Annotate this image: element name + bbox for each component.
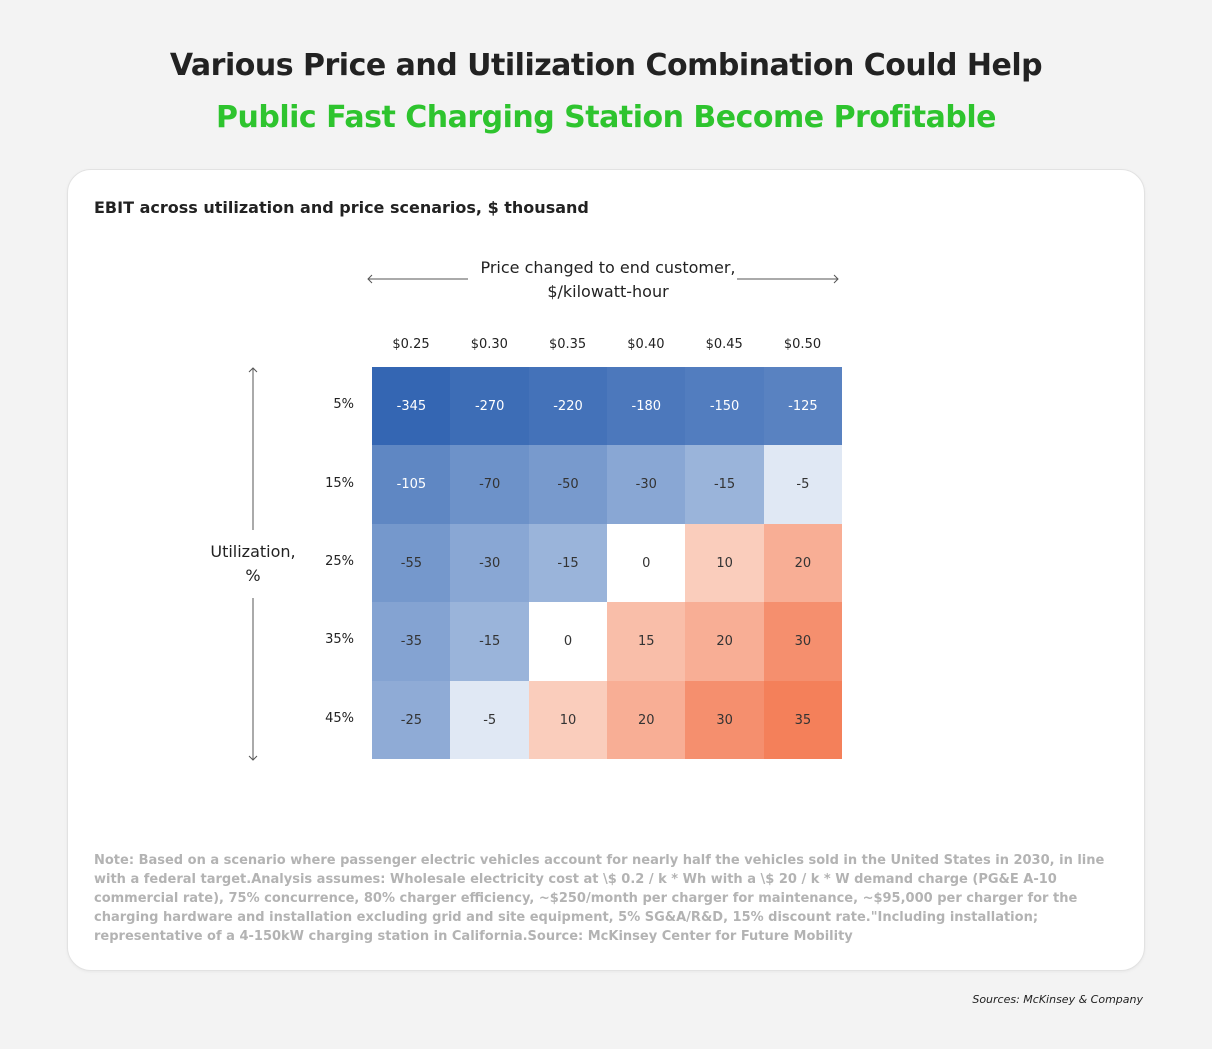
heatmap-cell: 30 <box>763 602 843 682</box>
chart-subtitle: EBIT across utilization and price scenar… <box>94 198 589 217</box>
x-tick-label: $0.45 <box>705 337 743 352</box>
x-tick-label: $0.40 <box>627 337 665 352</box>
cell-value-label: 35 <box>794 712 812 728</box>
heatmap-cell: -15 <box>528 523 608 603</box>
y-tick-label: 35% <box>325 632 354 648</box>
cell-value-label: 10 <box>716 555 733 571</box>
chart-title-line2: Public Fast Charging Station Become Prof… <box>216 100 996 135</box>
heatmap-cell: -15 <box>450 602 530 682</box>
cell-value-label: 30 <box>716 712 733 728</box>
x-tick-label: $0.50 <box>783 337 822 352</box>
heatmap-cell: -345 <box>372 367 451 446</box>
x-arrow-right-head <box>833 274 839 284</box>
y-arrow-top-head <box>248 367 258 373</box>
y-tick-label: 5% <box>333 397 354 413</box>
cell-value-label: -25 <box>400 712 423 728</box>
heatmap-cell: 20 <box>763 523 843 603</box>
heatmap-cell: 15 <box>606 602 686 682</box>
heatmap-cell: -70 <box>450 445 530 525</box>
y-tick-label: 15% <box>325 475 354 491</box>
cell-value-label: -105 <box>396 477 427 493</box>
x-tick-label: $0.25 <box>392 337 430 352</box>
y-axis-title-line1: Utilization, <box>210 542 296 561</box>
y-arrow-bottom-head <box>248 755 258 761</box>
heatmap-cell: 10 <box>528 680 608 760</box>
cell-value-label: -35 <box>400 634 423 650</box>
source-credit: Sources: McKinsey & Company <box>972 993 1143 1006</box>
cell-value-label: -15 <box>479 634 501 650</box>
heatmap-cell: -5 <box>450 680 530 760</box>
heatmap-cell: 10 <box>685 523 764 603</box>
cell-value-label: -180 <box>631 398 662 414</box>
cell-value-label: -5 <box>796 477 810 493</box>
cell-value-label: 15 <box>638 634 655 650</box>
heatmap-cell: 35 <box>763 680 843 760</box>
heatmap-cell: 0 <box>528 602 608 682</box>
cell-value-label: 20 <box>716 634 733 650</box>
heatmap-cell: -180 <box>606 367 686 446</box>
heatmap-cell: -55 <box>372 523 451 603</box>
cell-value-label: -70 <box>479 477 501 493</box>
cell-value-label: -220 <box>553 398 583 414</box>
x-arrow-left-head <box>367 274 373 284</box>
cell-value-label: -50 <box>557 477 579 493</box>
axis-arrows <box>248 274 839 761</box>
footnote: Note: Based on a scenario where passenge… <box>94 853 1105 944</box>
cell-value-label: -150 <box>709 398 740 414</box>
heatmap-cell: -25 <box>372 680 451 760</box>
heatmap-cell: -50 <box>528 445 608 525</box>
heatmap-cell: -30 <box>450 523 530 603</box>
heatmap-cell: 30 <box>685 680 764 760</box>
chart-card: EBIT across utilization and price scenar… <box>67 169 1145 971</box>
x-axis-title: Price changed to end customer, $/kilowat… <box>458 256 758 304</box>
cell-value-label: 20 <box>638 712 655 728</box>
cell-value-label: 10 <box>559 712 577 728</box>
cell-value-label: -125 <box>788 398 818 414</box>
cell-value-label: 30 <box>794 634 812 650</box>
heatmap-cell: 20 <box>606 680 686 760</box>
cell-value-label: -15 <box>713 477 736 493</box>
heatmap-cell: -220 <box>528 367 608 446</box>
x-axis-title-line1: Price changed to end customer, <box>480 258 736 277</box>
cell-value-label: 20 <box>794 555 812 571</box>
cell-value-label: -30 <box>635 477 657 493</box>
heatmap-cell: -150 <box>685 367 764 446</box>
heatmap-cell: -35 <box>372 602 451 682</box>
x-tick-label: $0.30 <box>470 337 508 352</box>
heatmap-cell: -105 <box>372 445 451 525</box>
y-axis-title: Utilization, % <box>196 540 310 588</box>
y-tick-label: 25% <box>325 554 354 569</box>
cell-value-label: -270 <box>474 398 505 414</box>
x-tick-label: $0.35 <box>548 337 587 352</box>
cell-value-label: -345 <box>396 398 427 414</box>
heatmap-cell: -5 <box>763 445 843 525</box>
heatmap-cell: 0 <box>606 523 686 603</box>
heatmap-cell: -270 <box>450 367 530 446</box>
heatmap-cell: -125 <box>763 367 843 446</box>
x-axis-title-line2: $/kilowatt-hour <box>547 282 669 301</box>
y-axis-title-line2: % <box>245 566 261 585</box>
heatmap-cell: -15 <box>685 445 764 525</box>
cell-value-label: -55 <box>400 555 423 571</box>
cell-value-label: -5 <box>483 712 497 728</box>
cell-value-label: -30 <box>479 555 501 571</box>
chart-title-line1: Various Price and Utilization Combinatio… <box>169 48 1043 83</box>
y-tick-label: 45% <box>325 710 354 726</box>
heatmap-cell: -30 <box>606 445 686 525</box>
cell-value-label: 0 <box>563 634 573 650</box>
cell-value-label: -15 <box>557 555 579 571</box>
heatmap-cell: 20 <box>685 602 764 682</box>
cell-value-label: 0 <box>642 555 651 571</box>
